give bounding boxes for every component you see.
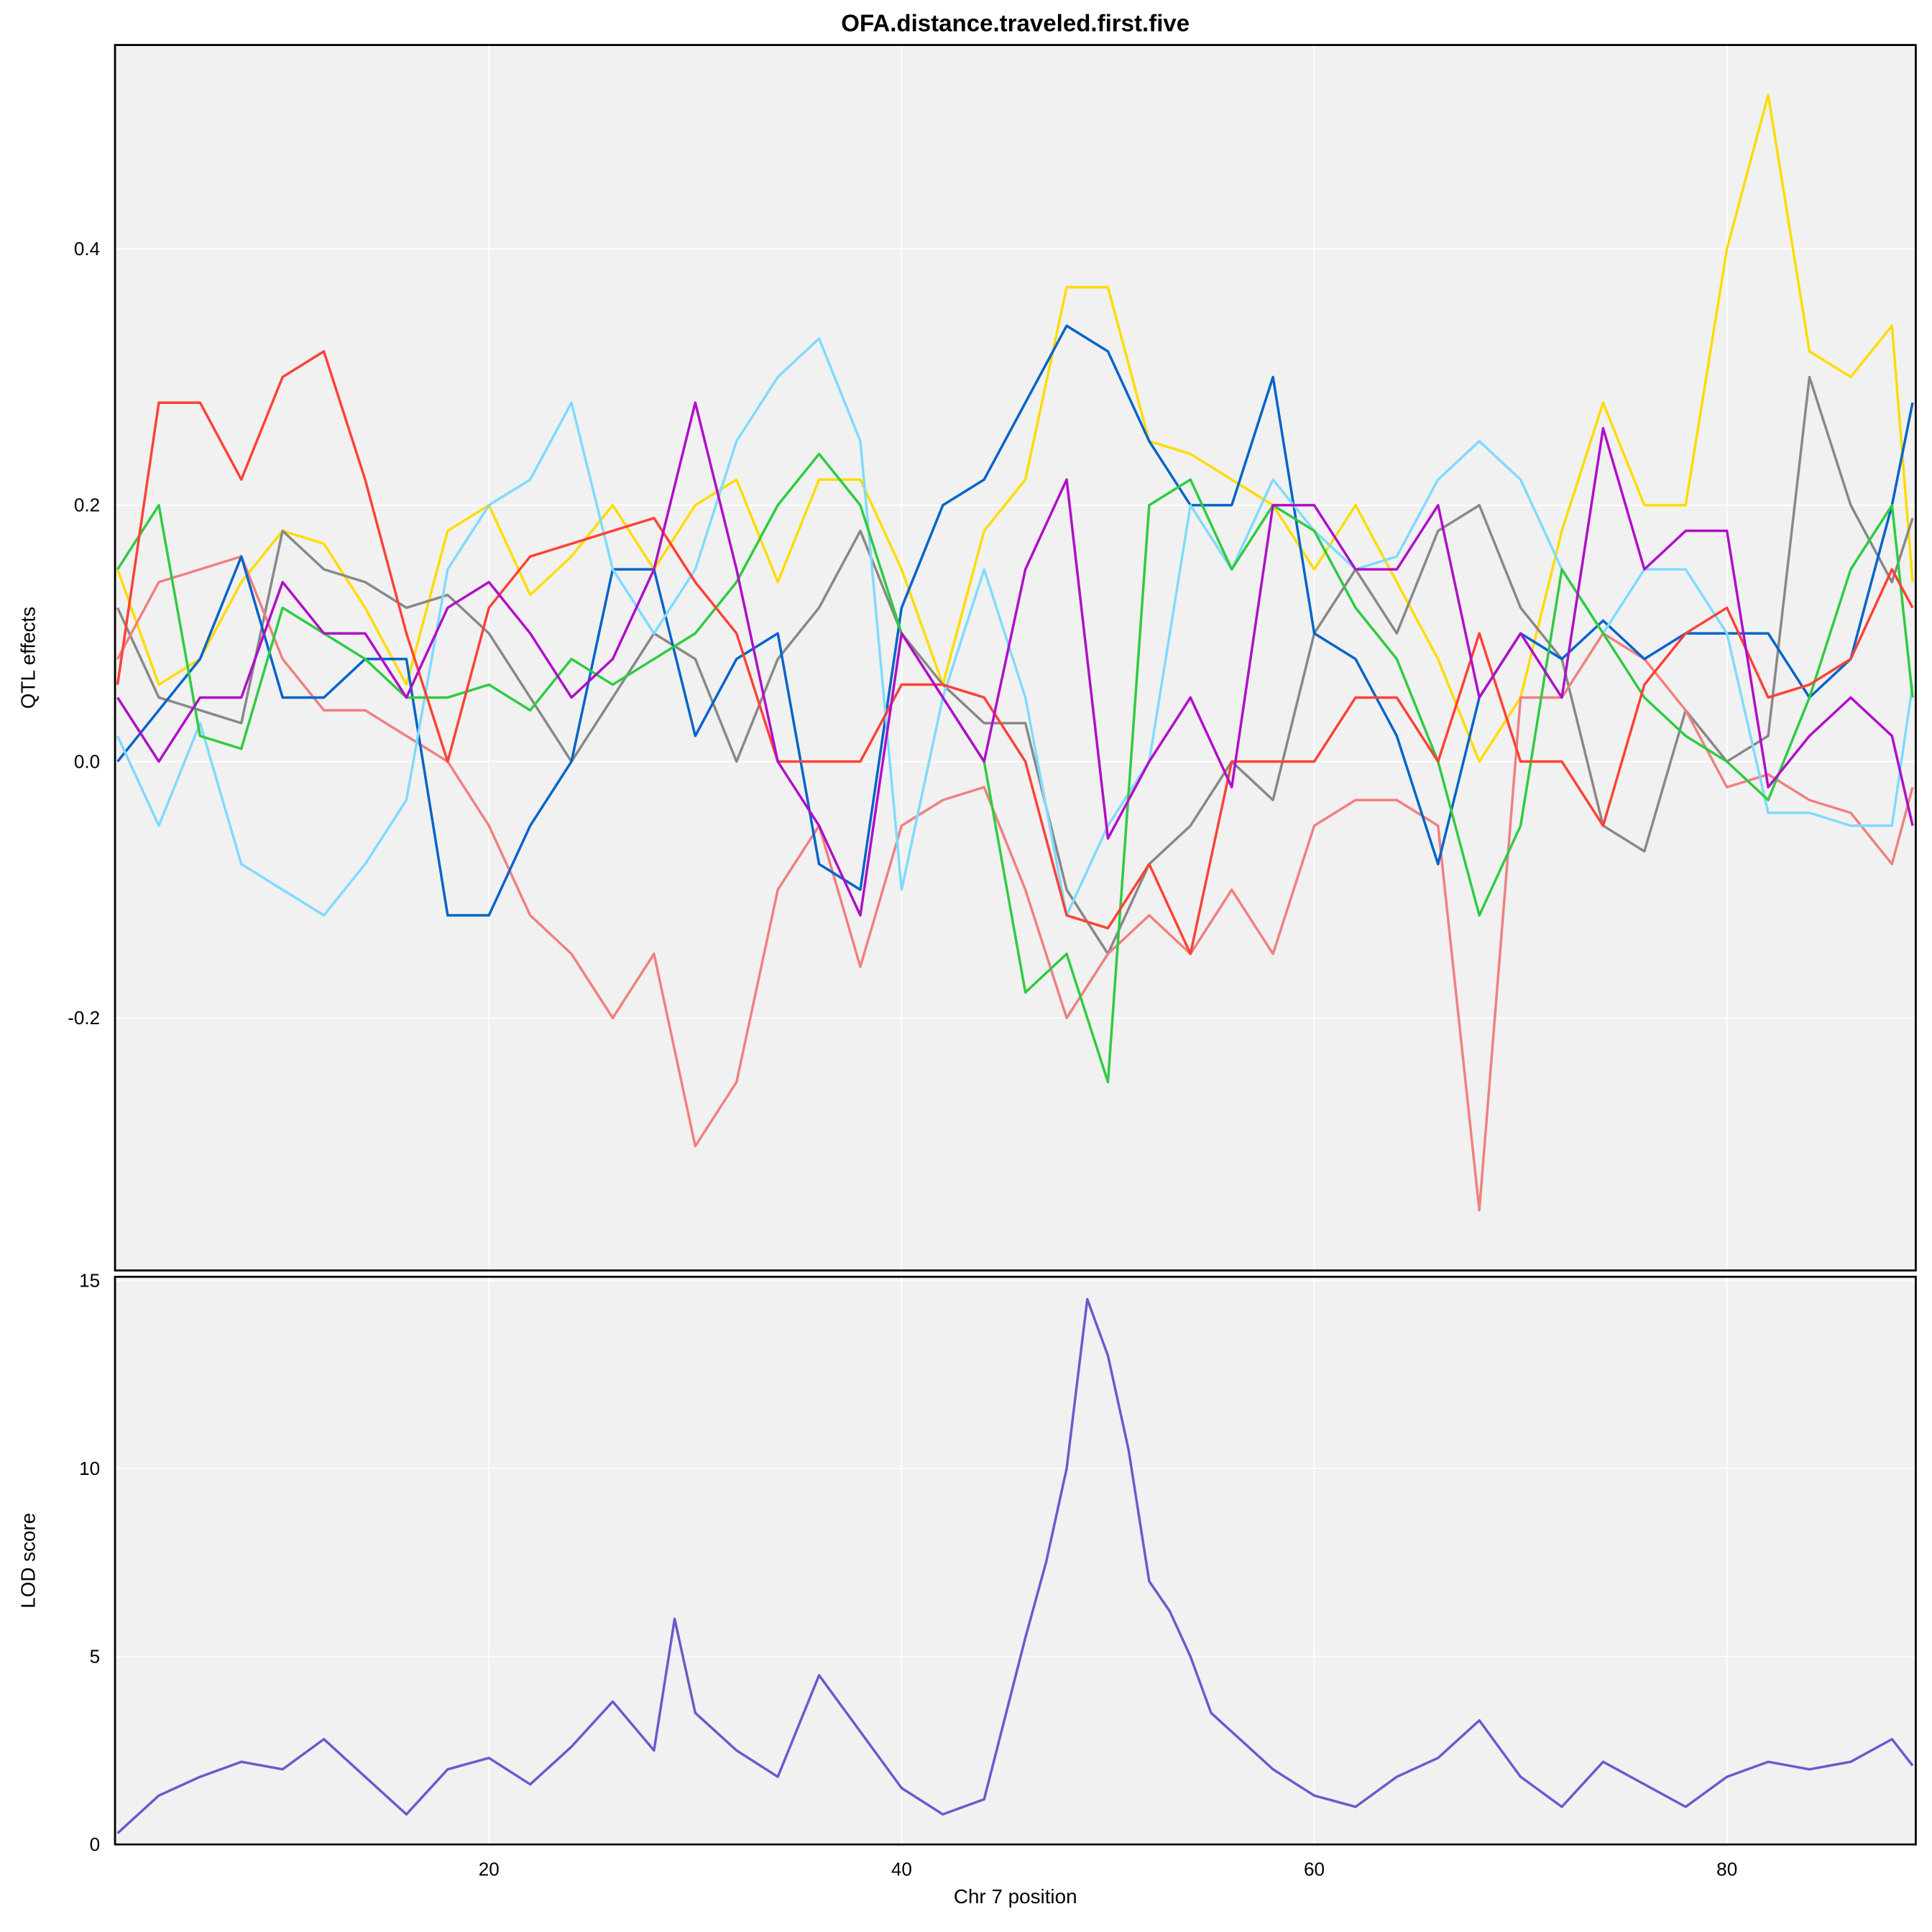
- series-line-red: [116, 350, 1914, 955]
- y-tick-label: 10: [79, 1458, 100, 1479]
- y-tick-label: 0.0: [74, 750, 100, 772]
- y-axis-label-effects: QTL effects: [17, 607, 40, 709]
- lod-series: [116, 1297, 1914, 1834]
- series-line-green: [116, 452, 1914, 1084]
- x-tick-label: 60: [1304, 1859, 1325, 1880]
- y-tick-label: 15: [79, 1269, 100, 1291]
- x-tick-label: 40: [891, 1859, 912, 1880]
- y-tick-label: 0.2: [74, 494, 100, 516]
- series-line-lightblue: [116, 337, 1914, 917]
- series-line-blue: [116, 324, 1914, 917]
- lod-panel: [114, 1276, 1917, 1846]
- series-line-yellow: [116, 93, 1914, 763]
- y-tick-label: 0: [90, 1834, 101, 1855]
- chart-title: OFA.distance.traveled.first.five: [841, 10, 1190, 37]
- tick-labels: -0.2 0.0 0.2 0.4 0 5 10 15 20 40 60 80: [68, 238, 1737, 1880]
- y-tick-label: 0.4: [74, 238, 100, 259]
- y-tick-label: 5: [90, 1645, 101, 1667]
- effects-series: [116, 93, 1914, 1212]
- effects-grid: [115, 45, 1916, 1271]
- y-axis-label-lod: LOD score: [17, 1513, 40, 1609]
- x-axis-label: Chr 7 position: [954, 1885, 1077, 1908]
- x-tick-label: 80: [1716, 1859, 1737, 1880]
- x-tick-label: 20: [479, 1859, 500, 1880]
- series-line-gray: [116, 375, 1914, 955]
- series-line-LOD: [116, 1297, 1914, 1834]
- series-line-purple: [116, 401, 1914, 917]
- y-tick-label: -0.2: [68, 1007, 100, 1029]
